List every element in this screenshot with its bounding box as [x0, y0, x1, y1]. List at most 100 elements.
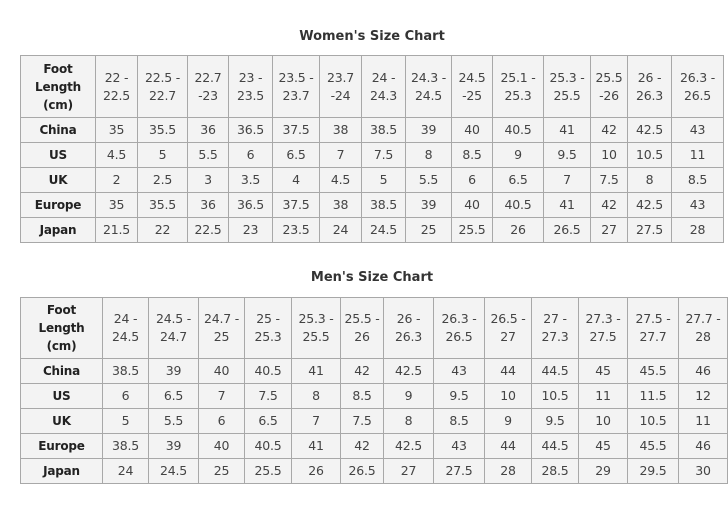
row-label: UK — [20, 167, 96, 193]
size-cell: 43 — [433, 433, 485, 459]
foot-length-cell: 23 - 23.5 — [228, 55, 273, 118]
size-cell: 5 — [102, 408, 149, 434]
size-cell: 45.5 — [627, 433, 679, 459]
size-cell: 46 — [678, 433, 728, 459]
header-row: Foot Length (cm) 24 - 24.5 24.5 - 24.7 24.7… — [20, 297, 728, 359]
size-cell: 36 — [187, 192, 229, 218]
size-cell: 40.5 — [244, 358, 292, 384]
size-cell: 24 — [102, 458, 149, 484]
size-cell: 6.5 — [244, 408, 292, 434]
size-cell: 2.5 — [137, 167, 188, 193]
size-cell: 46 — [678, 358, 728, 384]
size-cell: 36.5 — [228, 192, 273, 218]
foot-length-cell: 27 - 27.3 — [531, 297, 579, 359]
size-cell: 6.5 — [492, 167, 544, 193]
size-cell: 9 — [492, 142, 544, 168]
foot-length-cell: 23.5 - 23.7 — [272, 55, 320, 118]
size-cell: 38.5 — [361, 192, 406, 218]
size-cell: 25 — [405, 217, 452, 243]
size-cell: 41 — [543, 117, 591, 143]
size-cell: 9.5 — [531, 408, 579, 434]
size-row-china: China 35 35.5 36 36.5 37.5 38 38.5 39 40 40.5 41 42 4… — [20, 117, 724, 143]
size-cell: 7.5 — [244, 383, 292, 409]
foot-length-cell: 24.5 - 24.7 — [148, 297, 199, 359]
size-cell: 8.5 — [433, 408, 485, 434]
size-cell: 29.5 — [627, 458, 679, 484]
size-cell: 6 — [198, 408, 245, 434]
size-cell: 42 — [340, 433, 384, 459]
mens-size-chart-title: Men's Size Chart — [310, 270, 434, 285]
size-cell: 27.5 — [627, 217, 672, 243]
size-cell: 27.5 — [433, 458, 485, 484]
size-cell: 43 — [671, 192, 724, 218]
size-row-europe: Europe 35 35.5 36 36.5 37.5 38 38.5 39 40 40.5 41 42… — [20, 192, 724, 218]
size-cell: 9.5 — [433, 383, 485, 409]
size-cell: 24.5 — [361, 217, 406, 243]
size-cell: 25.5 — [451, 217, 493, 243]
size-row-japan: Japan 24 24.5 25 25.5 26 26.5 27 27.5 28 28.5 29 29.… — [20, 458, 728, 484]
womens-size-table: Foot Length (cm) 22 - 22.5 22.5 - 22.7 22.7… — [20, 55, 724, 243]
size-cell: 39 — [148, 433, 199, 459]
size-cell: 8.5 — [671, 167, 724, 193]
foot-length-cell: 27.7 - 28 — [678, 297, 728, 359]
size-cell: 28.5 — [531, 458, 579, 484]
size-cell: 30 — [678, 458, 728, 484]
size-cell: 7.5 — [590, 167, 628, 193]
row-label: US — [20, 383, 103, 409]
row-label: Europe — [20, 433, 103, 459]
foot-length-cell: 26.5 - 27 — [484, 297, 532, 359]
size-cell: 26 — [492, 217, 544, 243]
size-cell: 7.5 — [340, 408, 384, 434]
size-cell: 11 — [671, 142, 724, 168]
size-cell: 5.5 — [148, 408, 199, 434]
size-cell: 42.5 — [627, 192, 672, 218]
size-cell: 6 — [451, 167, 493, 193]
size-cell: 37.5 — [272, 117, 320, 143]
size-cell: 42.5 — [383, 358, 434, 384]
size-cell: 6.5 — [272, 142, 320, 168]
size-cell: 40.5 — [244, 433, 292, 459]
size-cell: 42.5 — [383, 433, 434, 459]
size-cell: 9 — [383, 383, 434, 409]
size-cell: 8.5 — [451, 142, 493, 168]
size-cell: 39 — [148, 358, 199, 384]
size-cell: 43 — [671, 117, 724, 143]
foot-length-cell: 25.5 - 26 — [340, 297, 384, 359]
size-cell: 9.5 — [543, 142, 591, 168]
size-cell: 40.5 — [492, 192, 544, 218]
foot-length-cell: 24.7 - 25 — [198, 297, 245, 359]
header-row: Foot Length (cm) 22 - 22.5 22.5 - 22.7 22.7… — [20, 55, 724, 118]
size-cell: 10 — [484, 383, 532, 409]
size-cell: 42 — [590, 192, 628, 218]
size-cell: 38.5 — [102, 358, 149, 384]
foot-length-cell: 25.3 - 25.5 — [291, 297, 341, 359]
size-cell: 36.5 — [228, 117, 273, 143]
size-cell: 35.5 — [137, 117, 188, 143]
size-cell: 36 — [187, 117, 229, 143]
size-cell: 10 — [590, 142, 628, 168]
size-cell: 8 — [405, 142, 452, 168]
size-cell: 40 — [451, 192, 493, 218]
size-cell: 26.5 — [543, 217, 591, 243]
size-row-japan: Japan 21.5 22 22.5 23 23.5 24 24.5 25 25.5 26 26.5 2… — [20, 217, 724, 243]
mens-size-table: Foot Length (cm) 24 - 24.5 24.5 - 24.7 24.7… — [20, 297, 728, 484]
size-cell: 25.5 — [244, 458, 292, 484]
size-cell: 5 — [361, 167, 406, 193]
size-cell: 44 — [484, 358, 532, 384]
size-cell: 44.5 — [531, 358, 579, 384]
size-cell: 24 — [319, 217, 362, 243]
size-cell: 41 — [543, 192, 591, 218]
size-cell: 11 — [578, 383, 628, 409]
foot-length-cell: 26.3 - 26.5 — [671, 55, 724, 118]
size-cell: 9 — [484, 408, 532, 434]
foot-length-cell: 23.7 -24 — [319, 55, 362, 118]
foot-length-header: Foot Length (cm) — [20, 297, 103, 359]
size-cell: 6 — [102, 383, 149, 409]
size-cell: 38.5 — [102, 433, 149, 459]
size-cell: 5.5 — [187, 142, 229, 168]
size-row-china: China 38.5 39 40 40.5 41 42 42.5 43 44 44.5 45 45.5 4… — [20, 358, 728, 384]
size-row-europe: Europe 38.5 39 40 40.5 41 42 42.5 43 44 44.5 45 45.5… — [20, 433, 728, 459]
size-cell: 38 — [319, 192, 362, 218]
size-cell: 11.5 — [627, 383, 679, 409]
size-cell: 10.5 — [627, 408, 679, 434]
